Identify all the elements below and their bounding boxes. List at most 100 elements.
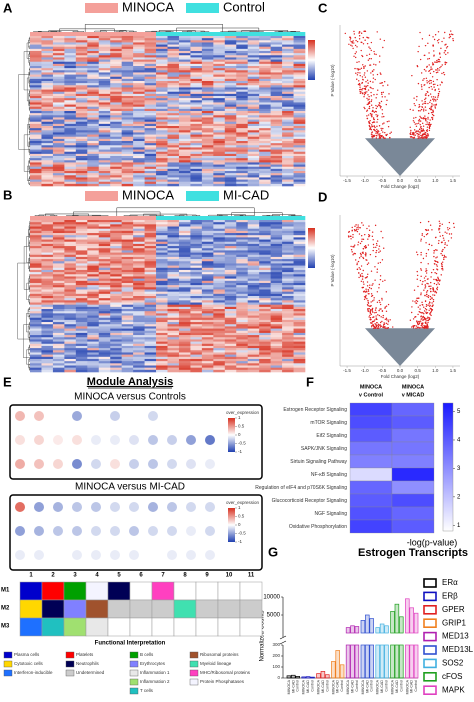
heatmap-cell — [87, 256, 100, 260]
volcano-point — [359, 72, 361, 74]
heatmap-cell — [30, 166, 42, 170]
heatmap-cell — [133, 369, 145, 373]
heatmap-cell — [213, 259, 226, 262]
heatmap-cell — [52, 243, 65, 247]
volcano-point — [427, 58, 429, 60]
heatmap-cell — [224, 293, 237, 297]
heatmap-cell — [30, 55, 42, 58]
heatmap-cell — [178, 226, 191, 229]
heatmap-cell — [259, 48, 271, 52]
heatmap-cell — [247, 276, 260, 279]
heatmap-cell — [167, 141, 180, 144]
volcano-point — [425, 252, 428, 255]
volcano-point — [419, 221, 422, 224]
heatmap-cell — [224, 48, 237, 52]
heatmap-cell — [144, 166, 157, 170]
heatmap-cell — [75, 278, 88, 282]
heatmap-cell — [110, 115, 122, 118]
heatmap-cell — [110, 287, 122, 290]
heatmap-cell — [64, 183, 77, 187]
heatmap-cell — [201, 179, 214, 183]
heatmap-cell — [98, 289, 111, 292]
volcano-point — [422, 322, 424, 324]
heatmap-cell — [30, 246, 42, 249]
heatmap-cell — [133, 177, 145, 180]
volcano-point — [436, 268, 438, 270]
heatmap-cell — [30, 63, 42, 67]
volcano-point — [452, 38, 454, 40]
volcano-point — [436, 280, 439, 282]
volcano-point — [428, 34, 431, 37]
heatmap-cell — [110, 356, 122, 360]
nonsignificant-region — [365, 138, 435, 176]
group-bar — [282, 32, 294, 36]
heatmap-cell — [156, 345, 168, 349]
volcano-point — [360, 280, 363, 282]
heatmap-cell — [87, 134, 100, 138]
heatmap-cell — [121, 42, 134, 45]
heatmap-cell — [41, 343, 54, 347]
heatmap-cell — [293, 230, 306, 234]
volcano-point — [354, 44, 357, 47]
heatmap-cell — [270, 356, 283, 360]
heatmap-cell — [259, 68, 271, 71]
volcano-point — [376, 268, 379, 270]
heatmap-cell — [64, 317, 77, 321]
heatmap-cell — [121, 365, 134, 368]
volcano-point — [353, 42, 355, 44]
volcano-point — [358, 272, 360, 274]
heatmap-cell — [41, 287, 54, 290]
heatmap-cell — [270, 256, 283, 260]
volcano-point — [373, 50, 375, 53]
heatmap-cell — [259, 230, 271, 234]
heatmap-cell — [64, 343, 77, 347]
heatmap-cell — [110, 269, 122, 273]
volcano-point — [358, 267, 360, 269]
heatmap-cell — [213, 274, 226, 277]
heatmap-cell — [259, 119, 271, 123]
heatmap-cell — [201, 239, 214, 243]
heatmap-cell — [213, 130, 226, 133]
heatmap-cell — [282, 158, 294, 161]
heatmap-cell — [110, 138, 122, 142]
module-dot — [15, 459, 25, 469]
heatmap-cell — [144, 147, 157, 150]
heatmap-cell — [270, 226, 283, 229]
volcano-point — [439, 222, 441, 225]
volcano-point — [430, 111, 433, 114]
heatmap-cell — [236, 72, 249, 75]
heatmap-cell — [133, 358, 145, 362]
heatmap-cell — [167, 36, 180, 39]
heatmap-cell — [167, 42, 180, 45]
volcano-point — [431, 309, 434, 311]
heatmap-cell — [133, 287, 145, 290]
volcano-point — [425, 305, 428, 307]
volcano-point — [380, 91, 383, 94]
heatmap-cell — [236, 365, 249, 368]
heatmap-cell — [190, 282, 203, 286]
heatmap-cell — [190, 332, 203, 336]
heatmap-cell — [156, 220, 168, 223]
volcano-point — [438, 283, 440, 286]
heatmap-cell — [167, 59, 180, 63]
heatmap-cell — [293, 68, 306, 71]
volcano-point — [443, 239, 445, 242]
heatmap-cell — [190, 40, 203, 43]
heatmap-cell — [110, 38, 122, 41]
heatmap-cell — [52, 44, 65, 48]
volcano-point — [382, 237, 384, 239]
heatmap-cell — [270, 153, 283, 157]
heatmap-cell — [236, 319, 249, 323]
heatmap-cell — [87, 222, 100, 225]
heatmap-cell — [121, 149, 134, 153]
heatmap-cell — [75, 319, 88, 323]
x-axis-title: Fold Change (log2) — [381, 374, 420, 379]
heatmap-cell — [30, 263, 42, 266]
heatmap-cell — [121, 302, 134, 305]
heatmap-cell — [75, 171, 88, 174]
panel-title: Module Analysis — [87, 376, 173, 388]
heatmap-cell — [110, 289, 122, 292]
heatmap-cell — [64, 345, 77, 349]
heatmap-cell — [121, 93, 134, 97]
heatmap-cell — [121, 224, 134, 227]
